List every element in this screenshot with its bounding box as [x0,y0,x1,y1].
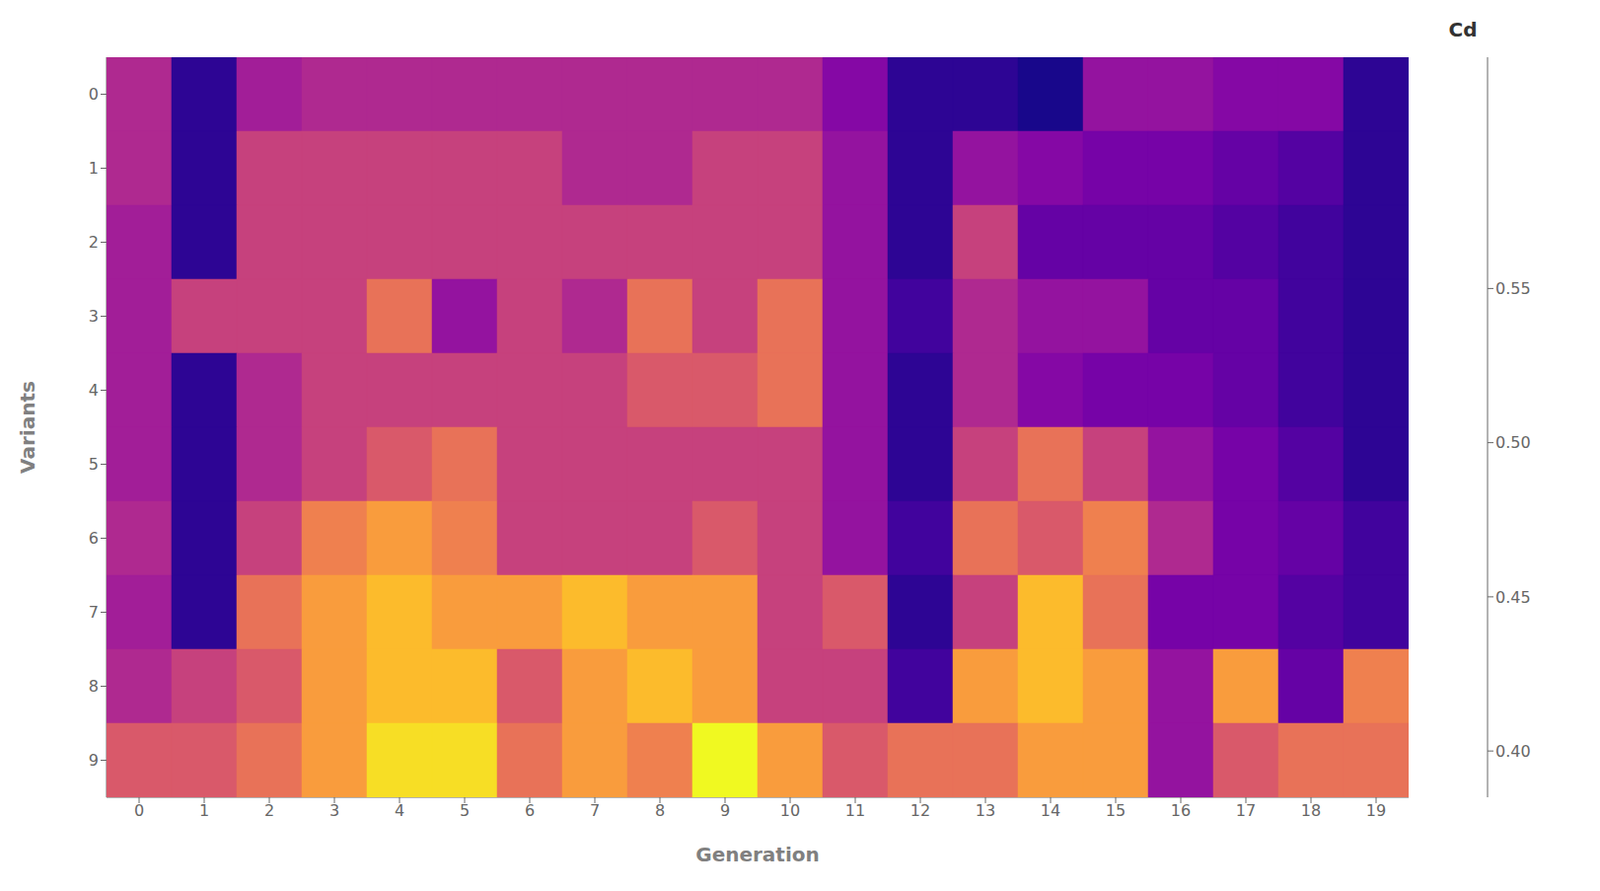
svg-text:0: 0 [88,84,99,104]
svg-text:11: 11 [845,800,866,820]
svg-text:8: 8 [654,800,665,820]
svg-text:6: 6 [524,800,535,820]
svg-text:12: 12 [910,800,931,820]
svg-text:13: 13 [975,800,996,820]
svg-text:17: 17 [1236,800,1256,820]
svg-text:4: 4 [394,800,405,820]
svg-text:0.55: 0.55 [1495,279,1531,298]
svg-text:14: 14 [1040,800,1061,820]
svg-text:15: 15 [1105,800,1126,820]
svg-text:0: 0 [134,800,145,820]
svg-text:18: 18 [1301,800,1321,820]
svg-text:0.50: 0.50 [1495,433,1531,452]
svg-text:4: 4 [88,380,99,400]
svg-text:3: 3 [88,306,99,326]
svg-text:3: 3 [329,800,340,820]
svg-text:1: 1 [199,800,210,820]
svg-text:6: 6 [88,528,99,548]
svg-text:9: 9 [88,750,99,770]
svg-text:2: 2 [264,800,275,820]
svg-text:7: 7 [589,800,600,820]
svg-text:2: 2 [88,232,99,252]
svg-text:0.45: 0.45 [1495,587,1531,607]
svg-text:5: 5 [459,800,470,820]
svg-text:10: 10 [780,800,800,820]
svg-text:16: 16 [1170,800,1191,820]
html-text:Cd: Cd [1448,17,1478,42]
svg-text:8: 8 [88,676,99,696]
svg-text:1: 1 [88,158,99,178]
svg-text:7: 7 [88,602,99,622]
svg-text:9: 9 [720,800,730,820]
svg-text:0.40: 0.40 [1495,741,1531,761]
svg-text:Variants: Variants [15,380,40,474]
svg-text:5: 5 [88,454,99,474]
svg-text:Generation: Generation [695,842,820,867]
svg-text:19: 19 [1366,800,1386,820]
